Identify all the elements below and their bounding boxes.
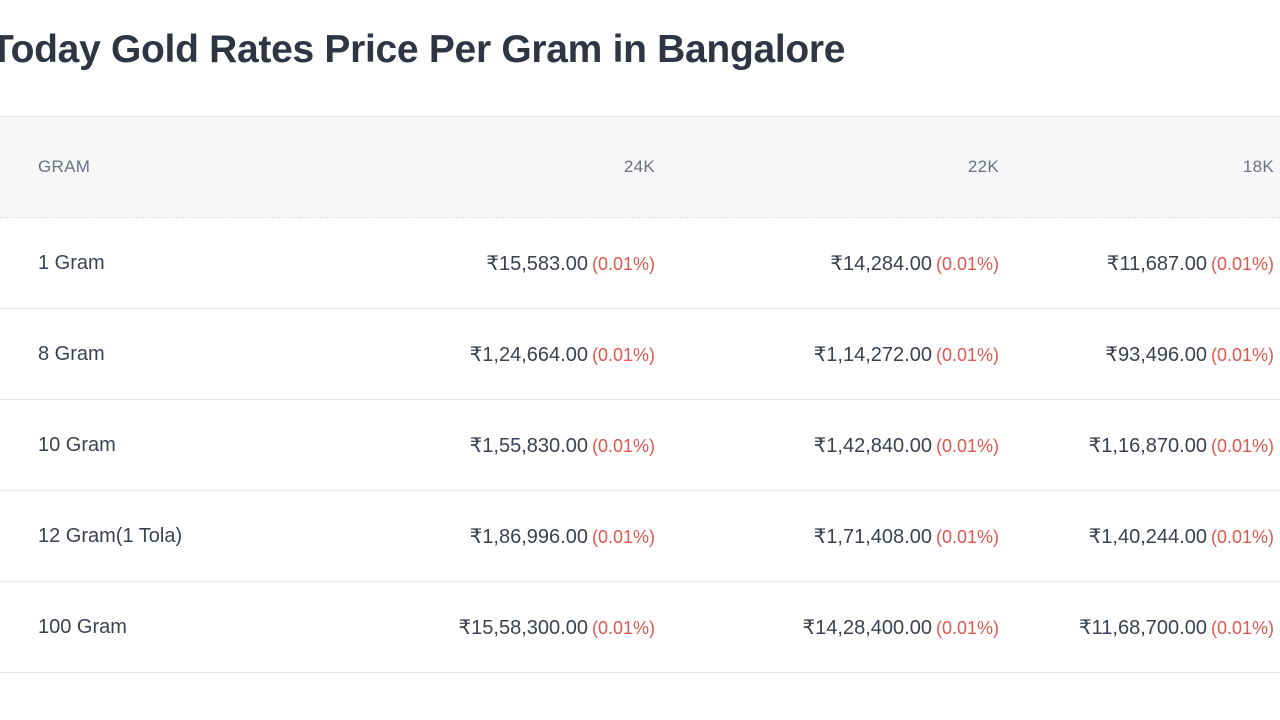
gram-label: 12 Gram(1 Tola) bbox=[0, 490, 300, 582]
price-value: ₹1,14,272.00 bbox=[813, 343, 932, 366]
price-change: (0.01%) bbox=[935, 435, 999, 456]
price-value: ₹93,496.00 bbox=[1105, 343, 1207, 366]
rate-22k-cell: ₹1,14,272.00 (0.01%) bbox=[655, 308, 999, 400]
price-change: (0.01%) bbox=[1210, 253, 1274, 274]
rate-22k-cell: ₹1,71,408.00 (0.01%) bbox=[655, 490, 999, 582]
column-header-gram: GRAM bbox=[0, 116, 300, 218]
price-change: (0.01%) bbox=[1210, 435, 1274, 456]
price-value: ₹1,71,408.00 bbox=[813, 525, 932, 548]
price-change: (0.01%) bbox=[591, 435, 655, 456]
price-value: ₹14,284.00 bbox=[830, 252, 932, 275]
price-value: ₹1,24,664.00 bbox=[469, 343, 588, 366]
price-change: (0.01%) bbox=[1210, 526, 1274, 547]
gold-rates-table: GRAM 24K 22K 18K 1 Gram ₹15,583.00 (0.01%… bbox=[0, 116, 1280, 673]
price-change: (0.01%) bbox=[591, 344, 655, 365]
table-header-row: GRAM 24K 22K 18K bbox=[0, 116, 1280, 218]
gram-label: 1 Gram bbox=[0, 217, 300, 309]
rate-18k-cell: ₹1,16,870.00 (0.01%) bbox=[999, 399, 1280, 491]
price-value: ₹14,28,400.00 bbox=[802, 616, 932, 639]
rate-18k-cell: ₹93,496.00 (0.01%) bbox=[999, 308, 1280, 400]
table-row: 12 Gram(1 Tola) ₹1,86,996.00 (0.01%) ₹1,7… bbox=[0, 490, 1280, 582]
price-change: (0.01%) bbox=[1210, 344, 1274, 365]
column-header-18k: 18K bbox=[999, 116, 1280, 218]
rate-24k-cell: ₹1,86,996.00 (0.01%) bbox=[300, 490, 655, 582]
price-change: (0.01%) bbox=[591, 253, 655, 274]
table-row: 100 Gram ₹15,58,300.00 (0.01%) ₹14,28,400… bbox=[0, 581, 1280, 673]
column-header-24k: 24K bbox=[300, 116, 655, 218]
column-header-22k: 22K bbox=[655, 116, 999, 218]
price-value: ₹1,55,830.00 bbox=[469, 434, 588, 457]
price-value: ₹15,583.00 bbox=[486, 252, 588, 275]
rate-18k-cell: ₹11,687.00 (0.01%) bbox=[999, 217, 1280, 309]
price-value: ₹15,58,300.00 bbox=[458, 616, 588, 639]
price-change: (0.01%) bbox=[935, 344, 999, 365]
gram-label: 10 Gram bbox=[0, 399, 300, 491]
price-change: (0.01%) bbox=[935, 617, 999, 638]
rate-24k-cell: ₹1,55,830.00 (0.01%) bbox=[300, 399, 655, 491]
page-title: Today Gold Rates Price Per Gram in Banga… bbox=[0, 28, 846, 71]
gram-label: 8 Gram bbox=[0, 308, 300, 400]
price-value: ₹1,42,840.00 bbox=[813, 434, 932, 457]
price-change: (0.01%) bbox=[591, 617, 655, 638]
price-change: (0.01%) bbox=[591, 526, 655, 547]
gram-label: 100 Gram bbox=[0, 581, 300, 673]
table-row: 1 Gram ₹15,583.00 (0.01%) ₹14,284.00 (0.01… bbox=[0, 217, 1280, 309]
price-change: (0.01%) bbox=[935, 526, 999, 547]
table-row: 10 Gram ₹1,55,830.00 (0.01%) ₹1,42,840.00… bbox=[0, 399, 1280, 491]
price-value: ₹1,40,244.00 bbox=[1088, 525, 1207, 548]
price-change: (0.01%) bbox=[935, 253, 999, 274]
rate-24k-cell: ₹15,58,300.00 (0.01%) bbox=[300, 581, 655, 673]
price-value: ₹11,687.00 bbox=[1106, 252, 1207, 275]
rate-18k-cell: ₹11,68,700.00 (0.01%) bbox=[999, 581, 1280, 673]
rate-22k-cell: ₹14,28,400.00 (0.01%) bbox=[655, 581, 999, 673]
rate-24k-cell: ₹15,583.00 (0.01%) bbox=[300, 217, 655, 309]
rate-22k-cell: ₹1,42,840.00 (0.01%) bbox=[655, 399, 999, 491]
price-change: (0.01%) bbox=[1210, 617, 1274, 638]
rate-24k-cell: ₹1,24,664.00 (0.01%) bbox=[300, 308, 655, 400]
rate-18k-cell: ₹1,40,244.00 (0.01%) bbox=[999, 490, 1280, 582]
table-row: 8 Gram ₹1,24,664.00 (0.01%) ₹1,14,272.00(… bbox=[0, 308, 1280, 400]
price-value: ₹1,86,996.00 bbox=[469, 525, 588, 548]
price-value: ₹11,68,700.00 bbox=[1078, 616, 1207, 639]
rate-22k-cell: ₹14,284.00 (0.01%) bbox=[655, 217, 999, 309]
price-value: ₹1,16,870.00 bbox=[1088, 434, 1207, 457]
